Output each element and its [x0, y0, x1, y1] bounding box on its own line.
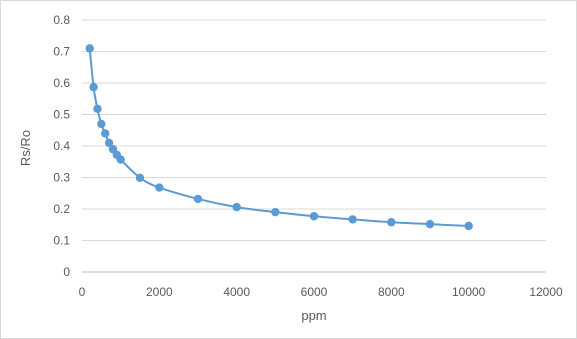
- x-tick-labels: 0 2000 4000 6000 8000 10000 12000: [79, 285, 563, 299]
- data-point: [348, 215, 357, 224]
- y-tick-label: 0.1: [53, 234, 70, 248]
- x-tick-label: 8000: [378, 285, 405, 299]
- gridlines: [82, 19, 546, 241]
- x-tick-label: 10000: [452, 285, 486, 299]
- x-axis-title: ppm: [301, 308, 326, 323]
- data-point: [309, 212, 319, 221]
- data-point: [464, 221, 473, 231]
- data-point: [104, 138, 114, 148]
- data-point: [101, 129, 110, 138]
- data-point: [97, 119, 106, 129]
- data-point: [271, 207, 280, 217]
- data-points: [85, 44, 473, 231]
- x-tick-label: 0: [79, 285, 86, 299]
- data-point: [193, 194, 203, 204]
- data-point: [116, 155, 125, 164]
- x-tick-label: 6000: [301, 285, 328, 299]
- y-tick-label: 0.8: [53, 13, 70, 27]
- x-tick-label: 4000: [223, 285, 250, 299]
- y-tick-label: 0: [63, 265, 70, 279]
- y-axis-title: Rs/Ro: [18, 130, 33, 166]
- data-point: [89, 82, 98, 92]
- series-line: [88, 48, 469, 228]
- y-tick-label: 0.2: [53, 202, 70, 216]
- data-point: [155, 183, 164, 192]
- data-point: [232, 202, 241, 212]
- y-tick-labels: 0 0.1 0.2 0.3 0.4 0.5 0.6 0.7 0.8: [53, 13, 70, 279]
- data-point: [387, 218, 396, 227]
- y-tick-label: 0.5: [53, 108, 70, 122]
- data-point: [425, 219, 435, 229]
- x-tick-label: 2000: [146, 285, 173, 299]
- y-tick-label: 0.7: [53, 45, 70, 59]
- y-tick-label: 0.6: [53, 76, 70, 90]
- y-tick-label: 0.4: [53, 139, 70, 153]
- x-tick-label: 12000: [529, 285, 563, 299]
- y-tick-label: 0.3: [53, 171, 70, 185]
- data-point: [85, 44, 94, 53]
- data-point: [135, 173, 145, 183]
- data-point: [93, 104, 102, 114]
